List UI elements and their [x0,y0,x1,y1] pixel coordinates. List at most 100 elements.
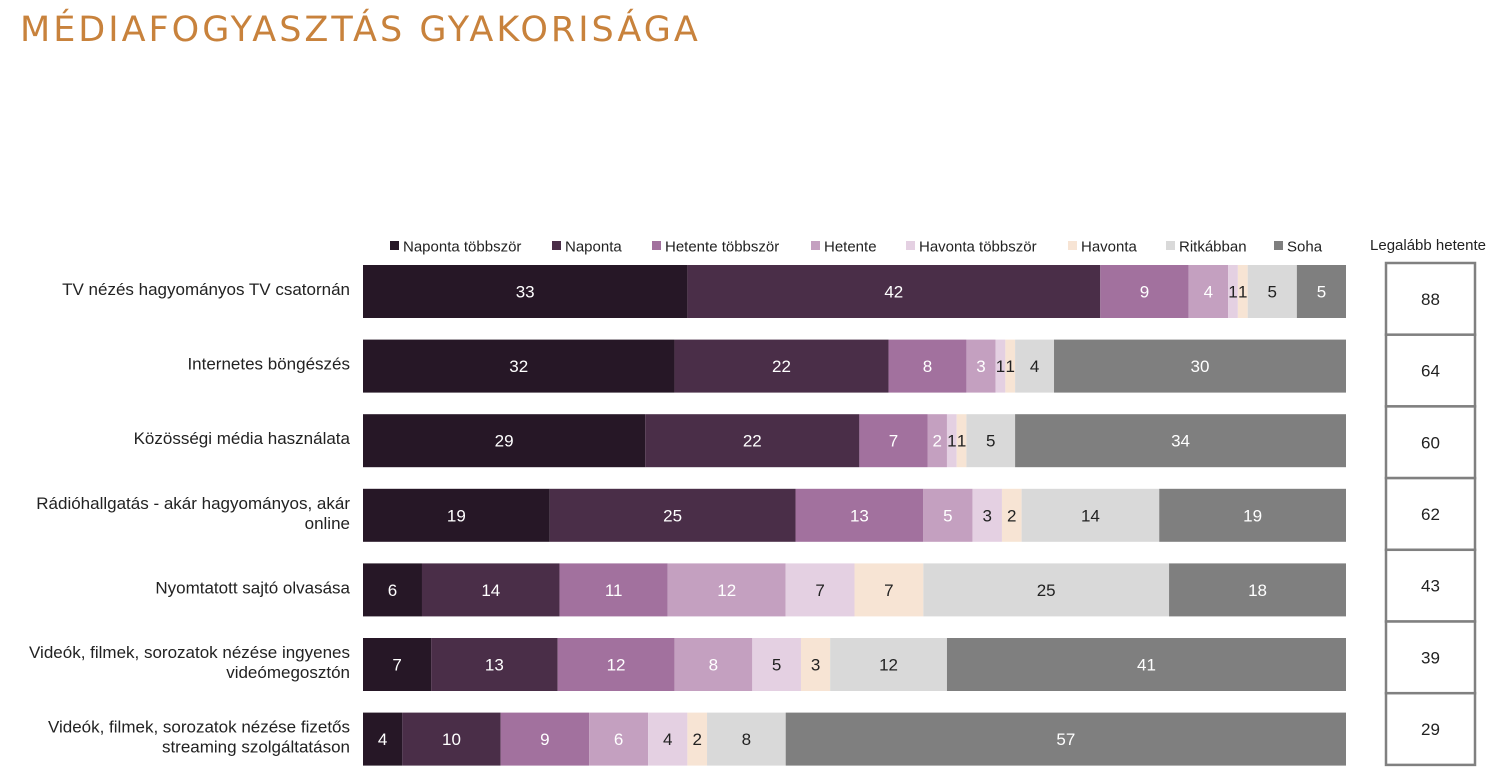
data-label: 2 [1007,506,1016,525]
legend-label: Naponta többször [403,239,521,256]
data-label: 4 [663,730,672,749]
data-label: 29 [495,432,514,451]
bar-segment [1015,414,1346,468]
bar-segment [1100,265,1189,318]
data-label: 4 [1030,357,1039,376]
data-label: 14 [1081,506,1100,525]
bar-segment [363,488,550,542]
data-label: 32 [509,357,528,376]
bar-segment [830,638,947,691]
bar-segment [1005,339,1016,393]
data-label: 5 [1317,283,1326,302]
data-label: 5 [1268,283,1277,302]
bar-segment [1296,265,1346,318]
data-label: 18 [1248,581,1267,600]
data-label: 57 [1056,730,1075,749]
data-label: 10 [442,730,461,749]
side-column: Legalább hetente 88 64 60 62 43 39 29 [1370,237,1486,767]
legend-label: Havonta [1081,239,1138,256]
data-label: 22 [772,357,791,376]
category-label: streaming szolgáltatáson [162,738,350,757]
data-label: 6 [614,730,623,749]
data-label: 25 [1037,581,1056,600]
bar-segment [795,488,924,542]
data-label: 25 [663,506,682,525]
bar-segment [1054,339,1346,393]
data-label: 1 [1238,283,1247,302]
data-label: 2 [692,730,701,749]
bar-segment [402,712,501,766]
bar-segment [966,339,996,393]
side-cell [1384,691,1477,767]
bar-segment [1015,339,1055,393]
bar-segment [927,414,947,468]
bar-segment [363,712,403,766]
data-label: 4 [1204,283,1213,302]
bar-segment [363,563,422,617]
legend-swatch [811,241,820,250]
bar-segment [1021,488,1160,542]
data-label: 5 [772,656,781,675]
legend-swatch [1274,241,1283,250]
legend-swatch [390,241,399,250]
legend-swatch [1068,241,1077,250]
bar-segment [431,638,558,691]
bar-segment [363,339,675,393]
bar-segment [667,563,786,617]
category-label: Videók, filmek, sorozatok nézése ingyene… [29,643,350,662]
bar-segment [421,563,560,617]
category-label: Internetes böngészés [187,355,350,374]
bar-segment [363,414,646,468]
bar-segment [1247,265,1297,318]
legend-label: Hetente [824,239,877,256]
legend-label: Havonta többször [919,239,1037,256]
bar-segment [549,488,796,542]
bar-segment [956,414,967,468]
side-column-header: Legalább hetente [1370,237,1486,254]
data-label: 7 [884,581,893,600]
data-label: 12 [879,656,898,675]
data-label: 14 [481,581,500,600]
legend: Naponta többször Naponta Hetente többször H… [390,239,1323,256]
legend-swatch [906,241,915,250]
side-cell [1384,261,1477,336]
bar-segment [854,563,924,617]
category-label: Videók, filmek, sorozatok nézése fizetős [48,718,350,737]
bar-segment [995,339,1006,393]
bar-segment [557,638,675,691]
bar-segment [752,638,801,691]
data-label: 41 [1137,656,1156,675]
data-label: 22 [743,432,762,451]
data-label: 12 [717,581,736,600]
data-label: 19 [1243,506,1262,525]
category-labels: TV nézés hagyományos TV csatornán Interne… [29,280,351,757]
data-label: 33 [516,283,535,302]
legend-label: Hetente többször [665,239,779,256]
data-label: 13 [485,656,504,675]
bar-segment [500,712,590,766]
bar-segment [363,638,432,691]
data-label: 7 [889,432,898,451]
data-label: 42 [884,283,903,302]
side-value: 64 [1421,362,1440,381]
legend-label: Naponta [565,239,622,256]
data-label: 11 [605,581,623,600]
bar-segment [946,414,957,468]
data-label: 5 [943,506,952,525]
category-label: online [305,514,350,533]
bar-segment [1169,563,1346,617]
data-label: 1 [1005,357,1014,376]
side-cell [1384,333,1477,408]
bar-segment [363,265,688,318]
data-label: 1 [957,432,966,451]
bar-segment [674,339,889,393]
legend-label: Ritkábban [1179,239,1247,256]
side-value: 29 [1421,720,1440,739]
bar-segment [1159,488,1346,542]
legend-swatch [552,241,561,250]
data-label: 1 [996,357,1005,376]
bar-segment [687,712,708,766]
bar-segment [923,488,973,542]
